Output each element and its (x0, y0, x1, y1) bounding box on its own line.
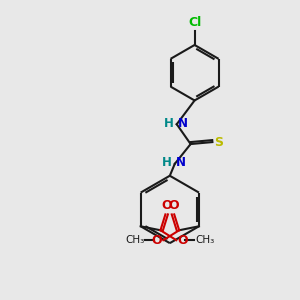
Text: O: O (168, 200, 178, 212)
Text: Cl: Cl (188, 16, 201, 29)
Text: N: N (178, 117, 188, 130)
Text: O: O (152, 234, 162, 247)
Text: H: H (162, 156, 172, 170)
Text: H: H (164, 117, 174, 130)
Text: O: O (177, 234, 188, 247)
Text: CH₃: CH₃ (195, 235, 214, 245)
Text: O: O (161, 200, 172, 212)
Text: N: N (176, 156, 186, 170)
Text: CH₃: CH₃ (125, 235, 145, 245)
Text: S: S (214, 136, 224, 148)
